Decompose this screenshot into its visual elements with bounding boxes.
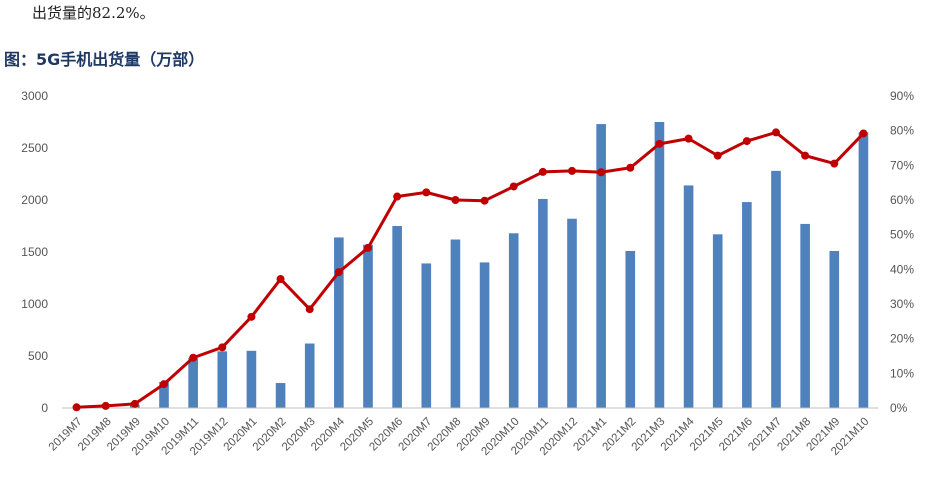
- line-point: [72, 403, 81, 412]
- line-point: [101, 401, 110, 410]
- bar: [421, 263, 432, 408]
- bar: [392, 226, 402, 408]
- bar: [596, 124, 606, 408]
- bar: [712, 234, 723, 408]
- left-axis: 0 500 1000 1500 2000 2500 3000: [21, 89, 48, 415]
- y-right-tick-label: 90%: [890, 89, 914, 103]
- bar: [683, 185, 694, 408]
- bar: [508, 233, 519, 408]
- bar: [217, 351, 228, 408]
- bar: [654, 122, 665, 408]
- line-point: [160, 380, 168, 389]
- bar: [246, 350, 257, 408]
- line-point: [364, 243, 372, 252]
- y-left-tick-label: 2500: [21, 141, 48, 155]
- bar: [567, 218, 577, 408]
- right-axis: 0% 10% 20% 30% 40% 50% 60% 70% 80% 90%: [890, 89, 914, 415]
- line-point: [189, 353, 198, 362]
- line-point: [597, 168, 606, 177]
- y-left-tick-label: 0: [41, 401, 48, 415]
- y-right-tick-label: 70%: [890, 158, 914, 172]
- line-point: [655, 139, 664, 148]
- bar: [159, 382, 169, 408]
- line-point: [130, 399, 139, 408]
- y-right-tick-label: 10%: [890, 366, 914, 380]
- line-point: [305, 305, 314, 314]
- bar-series: [130, 122, 869, 408]
- line-series: [72, 128, 868, 412]
- line-point: [247, 312, 256, 321]
- line-point: [713, 151, 722, 160]
- y-right-tick-label: 20%: [890, 332, 914, 346]
- y-left-tick-label: 500: [28, 349, 48, 363]
- x-axis-ticks: 2019M72019M82019M92019M102019M112019M122…: [47, 415, 872, 458]
- line-point: [568, 166, 576, 175]
- y-right-tick-label: 80%: [890, 124, 914, 138]
- bar: [800, 223, 810, 408]
- bar: [334, 237, 344, 408]
- line-point: [830, 159, 839, 168]
- line-point: [451, 196, 460, 204]
- bar: [625, 250, 636, 408]
- line-point: [393, 192, 402, 201]
- y-right-tick-label: 50%: [890, 228, 914, 242]
- line-point: [742, 137, 751, 146]
- line-point: [626, 163, 635, 172]
- bar: [771, 170, 781, 408]
- y-left-tick-label: 3000: [21, 89, 48, 103]
- line-point: [480, 196, 489, 205]
- figure-title: 图：5G手机出货量（万部）: [4, 50, 205, 69]
- y-left-tick-label: 1000: [21, 297, 48, 311]
- y-right-tick-label: 40%: [890, 262, 914, 276]
- line-point: [276, 275, 285, 284]
- bar: [363, 244, 373, 408]
- line-point: [684, 134, 693, 143]
- bar: [450, 239, 461, 408]
- bar: [188, 358, 198, 408]
- line-point: [422, 188, 431, 197]
- line-point: [218, 343, 227, 352]
- line-point: [801, 151, 810, 160]
- bar: [479, 262, 490, 408]
- line-point: [538, 167, 547, 176]
- bar: [275, 383, 286, 408]
- y-right-tick-label: 30%: [890, 297, 914, 311]
- line-point: [859, 129, 868, 138]
- y-left-tick-label: 2000: [21, 193, 48, 207]
- y-right-tick-label: 60%: [890, 193, 914, 207]
- bar: [304, 343, 315, 408]
- line-point: [334, 268, 343, 277]
- bar: [742, 202, 752, 408]
- line-path: [76, 130, 865, 409]
- bar: [538, 198, 548, 408]
- y-right-tick-label: 0%: [890, 401, 908, 415]
- intro-text: 出货量的82.2%。: [32, 4, 155, 22]
- y-left-tick-label: 1500: [21, 245, 48, 259]
- bar: [829, 250, 840, 408]
- bar: [858, 132, 869, 408]
- line-point: [509, 182, 518, 191]
- line-point: [772, 128, 780, 137]
